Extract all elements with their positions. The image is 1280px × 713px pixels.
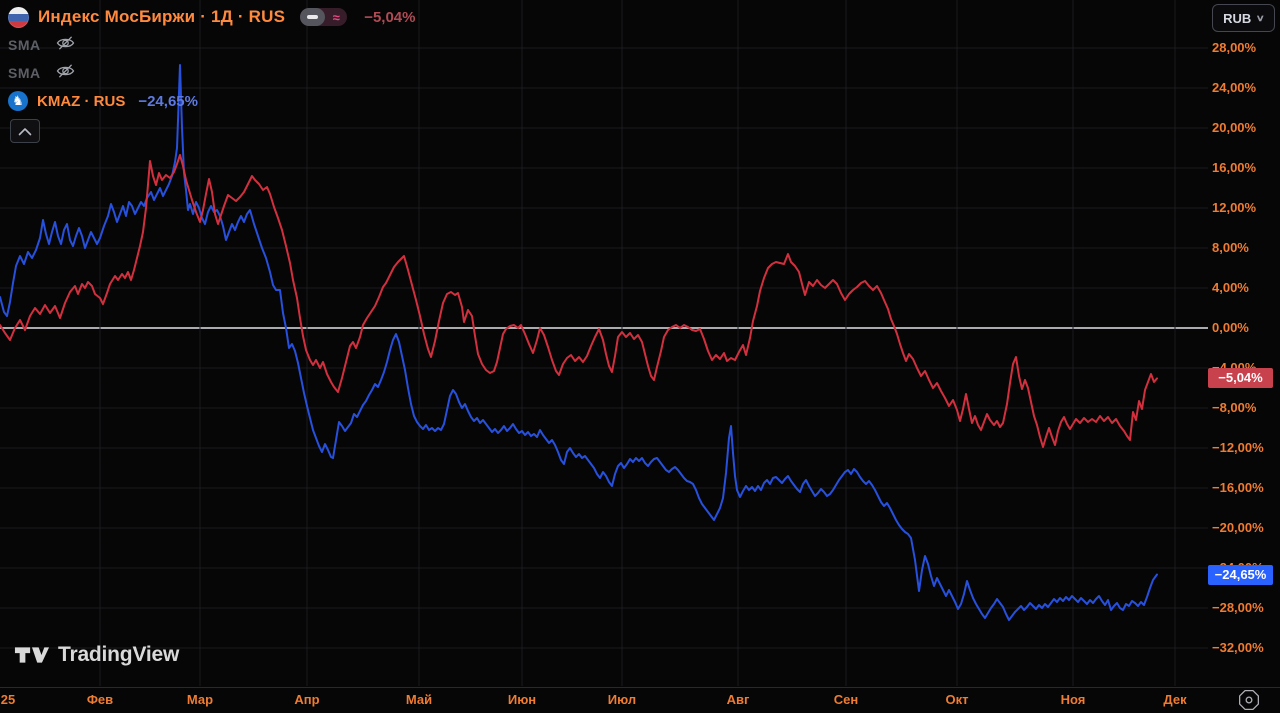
series-line-kmaz	[0, 64, 1158, 621]
price-tick-label: −16,00%	[1212, 480, 1264, 495]
time-tick-label: Май	[405, 692, 433, 707]
price-tick-label: 8,00%	[1212, 240, 1249, 255]
dash-toggle-icon[interactable]	[300, 8, 326, 26]
tradingview-watermark[interactable]: TradingView	[14, 643, 179, 667]
compare-symbol-title[interactable]: KMAZ · RUS	[37, 92, 126, 110]
indicator-row-sma-1[interactable]: SMA	[8, 35, 75, 55]
currency-dropdown-button[interactable]: RUB ∨	[1212, 4, 1275, 32]
price-tick-label: 4,00%	[1212, 280, 1249, 295]
approx-toggle-icon[interactable]: ≈	[332, 9, 340, 25]
chevron-up-icon	[18, 127, 32, 135]
price-tick-label: −12,00%	[1212, 440, 1264, 455]
time-tick-label: Мар	[186, 692, 214, 707]
time-scale-settings-button[interactable]	[1236, 688, 1262, 712]
time-tick-label: Сен	[833, 692, 859, 707]
indicator-label[interactable]: SMA	[8, 65, 41, 81]
octagon-target-icon	[1239, 690, 1259, 710]
indicator-row-sma-2[interactable]: SMA	[8, 63, 75, 83]
kamaz-logo-icon: ♞	[8, 91, 28, 111]
time-tick-label: Апр	[294, 692, 320, 707]
time-scale[interactable]: 25 Фев Мар Апр Май Июн Июл Авг Сен Окт Ноя Дек	[0, 687, 1280, 713]
tradingview-logo-icon	[14, 647, 50, 663]
currency-label: RUB	[1223, 10, 1252, 26]
eye-off-icon[interactable]	[56, 35, 75, 56]
price-tick-label: 12,00%	[1212, 200, 1257, 215]
price-tick-label: 16,00%	[1212, 160, 1257, 175]
time-tick-label: Июл	[607, 692, 637, 707]
price-label-moex: −5,04%	[1208, 368, 1273, 389]
russia-flag-icon	[8, 6, 29, 28]
price-tick-label: 28,00%	[1212, 40, 1257, 55]
chart-canvas[interactable]	[0, 0, 1280, 686]
indicator-label[interactable]: SMA	[8, 37, 41, 53]
time-tick-label: Ноя	[1060, 692, 1086, 707]
price-tick-label: 24,00%	[1212, 80, 1257, 95]
time-tick-label: Дек	[1163, 692, 1187, 707]
time-tick-label: Окт	[945, 692, 969, 707]
series-line-moex	[0, 154, 1158, 448]
legend-mode-toggle[interactable]: ≈	[300, 8, 348, 26]
legend-main-series[interactable]: Индекс МосБиржи · 1Д · RUS ≈ −5,04%	[8, 5, 415, 29]
price-tick-label: −8,00%	[1212, 400, 1257, 415]
symbol-title[interactable]: Индекс МосБиржи · 1Д · RUS	[38, 7, 286, 26]
chevron-down-icon: ∨	[1255, 12, 1266, 23]
price-tick-label: −20,00%	[1212, 520, 1264, 535]
tradingview-watermark-text: TradingView	[58, 643, 180, 666]
symbol-change-value: −5,04%	[364, 8, 416, 26]
time-tick-label: Фев	[86, 692, 114, 707]
price-tick-label: −32,00%	[1212, 640, 1264, 655]
time-tick-label: Июн	[507, 692, 537, 707]
eye-off-icon[interactable]	[56, 63, 75, 84]
price-scale[interactable]: 28,00% 24,00% 20,00% 16,00% 12,00% 8,00% 4,00%…	[1208, 0, 1280, 686]
price-label-kmaz: −24,65%	[1208, 564, 1273, 585]
price-tick-label: −28,00%	[1212, 600, 1264, 615]
legend-collapse-button[interactable]	[10, 119, 40, 143]
compare-change-value: −24,65%	[138, 92, 198, 110]
price-tick-label: 0,00%	[1212, 320, 1249, 335]
time-tick-label: 25	[0, 692, 16, 707]
legend-compare-series[interactable]: ♞ KMAZ · RUS −24,65%	[8, 90, 198, 112]
time-tick-label: Авг	[726, 692, 750, 707]
price-tick-label: 20,00%	[1212, 120, 1257, 135]
